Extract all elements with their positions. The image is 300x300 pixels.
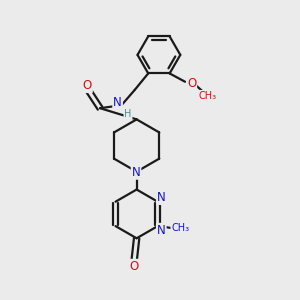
Text: CH₃: CH₃ (171, 224, 189, 233)
Text: N: N (157, 224, 166, 237)
Text: CH₃: CH₃ (199, 91, 217, 101)
Text: N: N (132, 166, 140, 179)
Text: O: O (187, 77, 196, 90)
Text: N: N (157, 191, 166, 204)
Text: O: O (83, 79, 92, 92)
Text: O: O (130, 260, 139, 273)
Text: N: N (113, 96, 122, 109)
Text: H: H (124, 109, 132, 118)
